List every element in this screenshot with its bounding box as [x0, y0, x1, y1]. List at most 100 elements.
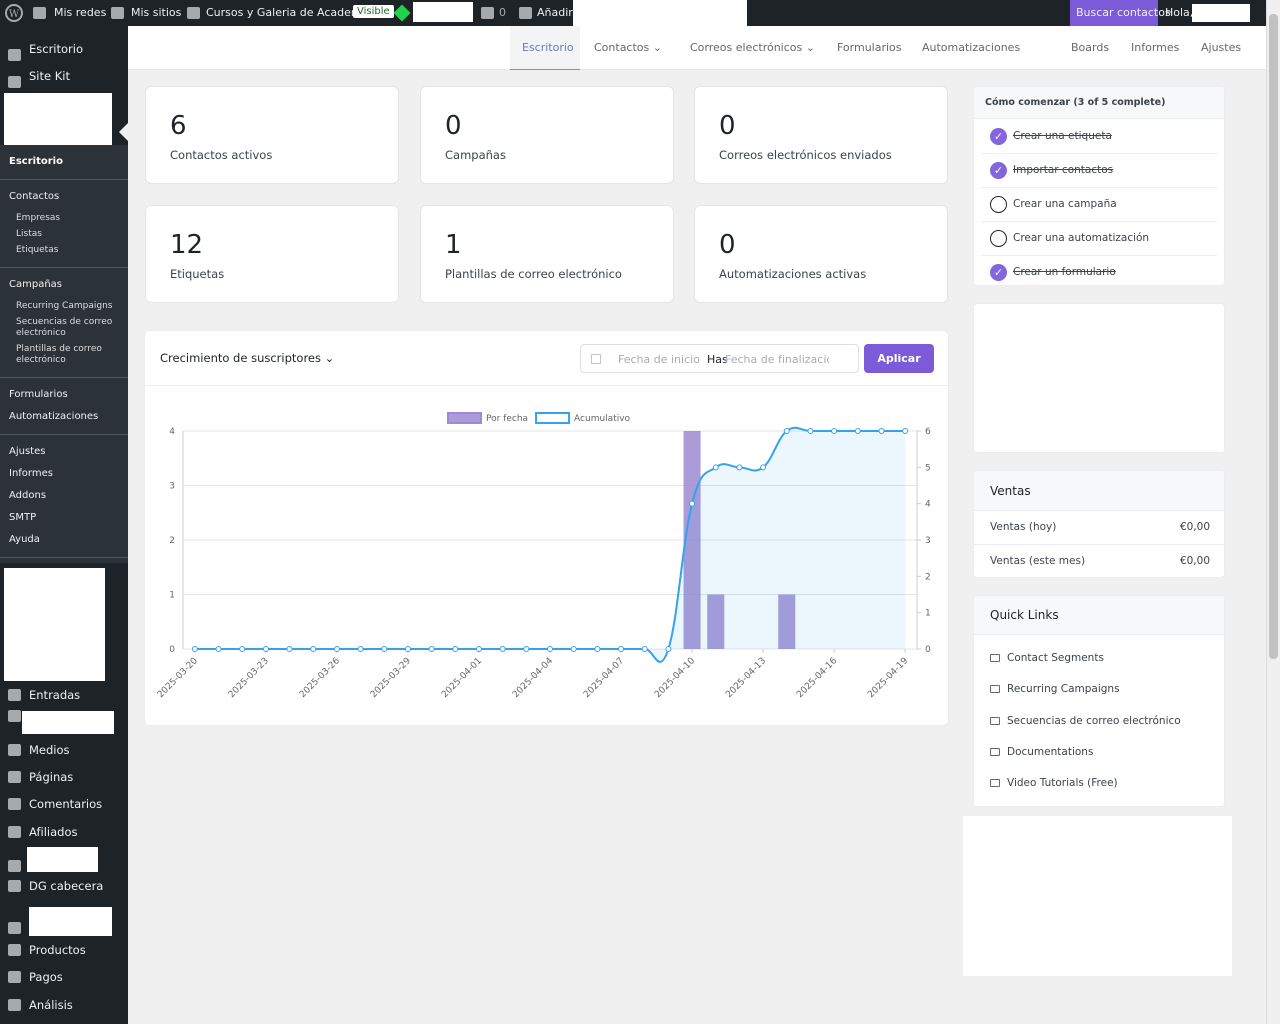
submenu-item[interactable]: Addons: [9, 490, 47, 501]
nav-tab[interactable]: Formularios: [837, 41, 902, 54]
menu-item[interactable]: Entradas: [29, 688, 81, 702]
stat-label: Campañas: [445, 148, 506, 162]
stat-card: 0 Campañas: [420, 86, 674, 184]
admin-bar-item[interactable]: 0: [499, 6, 506, 19]
x-tick-label: 2025-04-19: [866, 656, 910, 700]
task[interactable]: Crear una automatización: [982, 222, 1217, 256]
submenu-child[interactable]: Listas: [16, 229, 42, 239]
admin-bar-item[interactable]: Cursos y Galeria de Academias: [206, 6, 378, 19]
y-tick-label: 1: [169, 591, 175, 601]
nav-tab[interactable]: Escritorio: [522, 41, 574, 54]
stat-value: 0: [719, 230, 736, 260]
stat-card: 0 Automatizaciones activas: [694, 205, 948, 303]
search-contacts[interactable]: Buscar contactos: [1076, 6, 1171, 19]
nav-tab[interactable]: Correos electrónicos ⌄: [690, 41, 815, 54]
admin-bar-item[interactable]: Añadir: [537, 6, 573, 19]
menu-group: Formularios Automatizaciones: [0, 378, 128, 435]
admin-bar-item[interactable]: Visible: [353, 5, 394, 18]
menu-item[interactable]: DG cabecera: [29, 879, 104, 893]
quick-link[interactable]: Recurring Campaigns: [1007, 683, 1120, 696]
date-range[interactable]: Fecha de inicio Has Fecha de finalización: [580, 344, 859, 373]
submenu-child[interactable]: Plantillas de correo electrónico: [16, 344, 102, 365]
menu-icon: [8, 771, 21, 783]
submenu-item[interactable]: Escritorio: [9, 156, 63, 167]
line-point: [310, 646, 317, 652]
nav-tab[interactable]: Boards: [1071, 41, 1110, 54]
greeting: Hola,: [1165, 6, 1194, 19]
quick-link[interactable]: Documentations: [1007, 745, 1094, 758]
menu-item[interactable]: Productos: [29, 943, 86, 957]
task-check: ✓: [990, 264, 1007, 281]
task-check: [990, 196, 1007, 213]
svg-text:W: W: [9, 9, 20, 20]
submenu-child[interactable]: Recurring Campaigns: [16, 301, 113, 311]
submenu-item[interactable]: Automatizaciones: [9, 411, 99, 422]
chart: 0 1 2 3 4 0 1 2 3 4 5 6 2025-03-20 2025-03-23 2025-03-…: [156, 412, 931, 700]
search-button-bg[interactable]: [1070, 0, 1158, 26]
line-point: [570, 646, 577, 652]
nav-tab[interactable]: Automatizaciones: [922, 41, 1021, 54]
menu-icon: [8, 689, 21, 701]
nav-tab[interactable]: Ajustes: [1201, 41, 1242, 54]
menu-item[interactable]: Comentarios: [29, 797, 103, 811]
quick-link[interactable]: Secuencias de correo electrónico: [1007, 714, 1181, 727]
line-point: [831, 428, 838, 434]
submenu-item[interactable]: Ajustes: [9, 446, 46, 457]
menu-item[interactable]: Afiliados: [29, 825, 78, 839]
wp-logo[interactable]: W: [5, 4, 23, 22]
menu-item[interactable]: Pagos: [29, 970, 63, 984]
task[interactable]: ✓ Crear una etiqueta: [982, 120, 1217, 154]
quick-link[interactable]: Contact Segments: [1007, 652, 1104, 664]
submenu-item[interactable]: SMTP: [9, 512, 37, 523]
quick-link[interactable]: Video Tutorials (Free): [1007, 777, 1118, 790]
sales-value: €0,00: [1179, 521, 1210, 533]
menu-item[interactable]: Site Kit: [29, 69, 70, 83]
line-point: [854, 428, 861, 434]
submenu-child[interactable]: Etiquetas: [16, 245, 59, 255]
task[interactable]: ✓ Crear un formulario: [982, 256, 1217, 285]
y-tick-label: 3: [169, 482, 175, 492]
admin-bar-item[interactable]: Mis redes: [54, 6, 107, 19]
menu-item[interactable]: Páginas: [29, 770, 74, 784]
x-tick-label: 2025-04-04: [511, 656, 555, 700]
nav-tab[interactable]: Contactos ⌄: [594, 41, 662, 54]
menu-icon: [8, 76, 21, 88]
nav-tab[interactable]: Informes: [1131, 41, 1180, 54]
line-point: [523, 646, 530, 652]
submenu-item[interactable]: Formularios: [9, 389, 68, 400]
submenu-item[interactable]: Informes: [9, 468, 53, 479]
submenu-item[interactable]: Ayuda: [9, 534, 40, 545]
x-tick-label: 2025-04-01: [440, 656, 484, 700]
panel-title[interactable]: Crecimiento de suscriptores ⌄: [160, 351, 335, 365]
line-point: [760, 464, 767, 471]
stat-label: Etiquetas: [170, 267, 225, 281]
calendar-icon: [591, 354, 601, 364]
menu-group: Campañas Recurring Campaigns Secuencias de…: [0, 268, 128, 378]
submenu-item[interactable]: Contactos: [9, 191, 60, 202]
stat-value: 0: [719, 111, 736, 141]
x-tick-label: 2025-04-13: [724, 656, 768, 700]
line-point: [618, 646, 625, 652]
admin-bar-icon: [111, 7, 124, 19]
line-point: [475, 646, 482, 652]
bar: [707, 594, 725, 649]
menu-icon: [8, 971, 21, 983]
submenu-child[interactable]: Empresas: [16, 213, 61, 223]
menu-group: Contactos Empresas Listas Etiquetas: [0, 180, 128, 268]
admin-bar-item[interactable]: Mis sitios: [131, 6, 182, 19]
submenu-child[interactable]: Secuencias de correo electrónico: [16, 317, 113, 338]
header-border: [145, 385, 948, 386]
menu-item[interactable]: Escritorio: [29, 42, 84, 56]
task[interactable]: Crear una campaña: [982, 188, 1217, 222]
getting-started: Cómo comenzar (3 of 5 complete) ✓ Crear un…: [973, 86, 1225, 286]
submenu-item[interactable]: Campañas: [9, 279, 63, 290]
menu-icon: [8, 826, 21, 838]
admin-bar-icon: [481, 7, 494, 19]
menu-item[interactable]: Medios: [29, 743, 70, 757]
box-title: Cómo comenzar (3 of 5 complete): [974, 87, 1224, 119]
task[interactable]: ✓ Importar contactos: [982, 154, 1217, 188]
apply-button[interactable]: Aplicar: [864, 344, 934, 373]
y2-tick-label: 6: [925, 427, 931, 437]
menu-item[interactable]: Análisis: [29, 998, 73, 1012]
